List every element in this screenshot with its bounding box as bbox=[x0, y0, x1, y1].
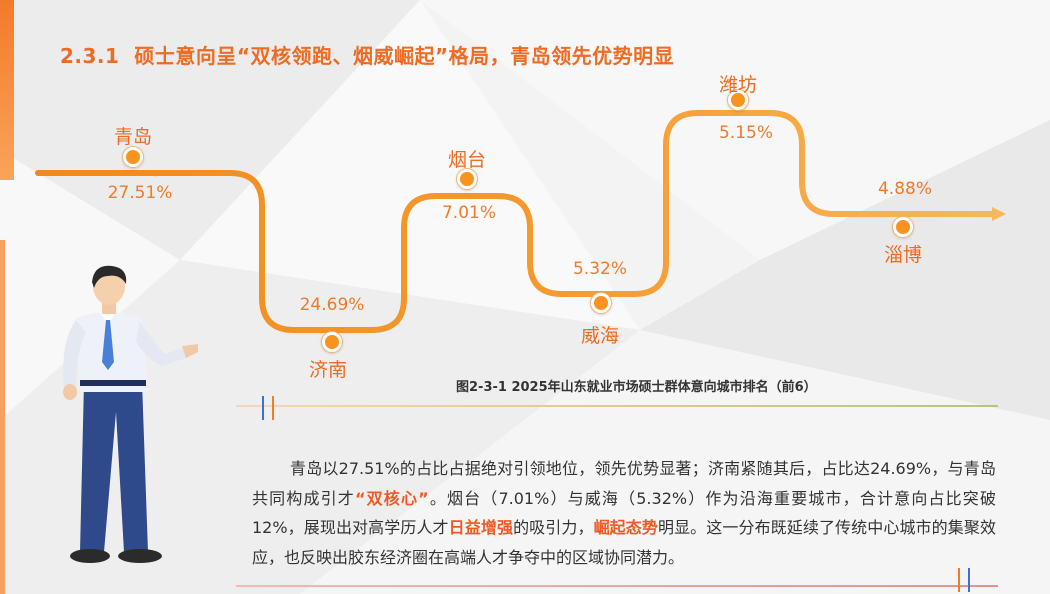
paragraph-text-3: 的吸引力， bbox=[513, 518, 594, 537]
paragraph-text-1: 青岛以27.51%的占比占据绝对引领地位，领先优势显著；济南紧随其后，占比达24… bbox=[252, 459, 996, 508]
divider-top bbox=[236, 405, 998, 407]
figure-caption: 图2-3-1 2025年山东就业市场硕士群体意向城市排名（前6） bbox=[456, 380, 817, 395]
city-label: 济南 bbox=[308, 359, 348, 381]
data-point-marker bbox=[123, 147, 143, 167]
data-point-marker bbox=[728, 90, 748, 110]
chart-arrowhead bbox=[992, 207, 1006, 221]
data-point-marker bbox=[591, 293, 611, 313]
left-accent-bar-lower bbox=[0, 240, 5, 594]
city-label: 青岛 bbox=[113, 126, 153, 148]
businessman-illustration bbox=[63, 265, 198, 563]
paragraph-text-4: 明显。这一分布既延续了传统中心城市的集聚效应，也反映出胶东经济圈在高端人才争夺中… bbox=[252, 518, 996, 567]
divider-tick-blue bbox=[262, 396, 264, 420]
value-label: 5.32% bbox=[572, 259, 628, 279]
city-label: 威海 bbox=[580, 325, 620, 347]
value-label: 7.01% bbox=[441, 203, 497, 223]
data-point-marker bbox=[893, 217, 913, 237]
data-point-marker bbox=[457, 169, 477, 189]
divider-bottom bbox=[236, 585, 998, 587]
chart-path bbox=[35, 110, 995, 333]
value-label: 4.88% bbox=[877, 179, 933, 199]
section-heading: 2.3.1 硕士意向呈“双核领跑、烟威崛起”格局，青岛领先优势明显 bbox=[60, 40, 674, 69]
section-title: 硕士意向呈“双核领跑、烟威崛起”格局，青岛领先优势明显 bbox=[134, 44, 675, 68]
city-label: 烟台 bbox=[447, 149, 487, 171]
divider-tick-orange-bottom bbox=[958, 568, 960, 592]
divider-tick-orange bbox=[272, 396, 274, 420]
paragraph-text-2: 。烟台（7.01%）与威海（5.32%）作为沿海重要城市，合计意向占比突破12%… bbox=[252, 488, 996, 538]
analysis-paragraph: 青岛以27.51%的占比占据绝对引领地位，领先优势显著；济南紧随其后，占比达24… bbox=[252, 454, 996, 572]
highlight-increasing: 日益增强 bbox=[448, 518, 514, 537]
divider-tick-blue-bottom bbox=[968, 568, 970, 592]
value-label: 24.69% bbox=[299, 295, 365, 315]
highlight-dual-core: “双核心” bbox=[354, 488, 429, 508]
city-label: 潍坊 bbox=[718, 74, 758, 96]
city-ranking-chart bbox=[35, 110, 1006, 333]
value-label: 27.51% bbox=[107, 183, 173, 203]
highlight-rising: 崛起态势 bbox=[593, 518, 658, 537]
city-label: 淄博 bbox=[883, 244, 923, 266]
section-number: 2.3.1 bbox=[60, 44, 120, 68]
data-point-marker bbox=[322, 332, 342, 352]
left-accent-bar bbox=[0, 0, 14, 180]
value-label: 5.15% bbox=[718, 123, 774, 143]
